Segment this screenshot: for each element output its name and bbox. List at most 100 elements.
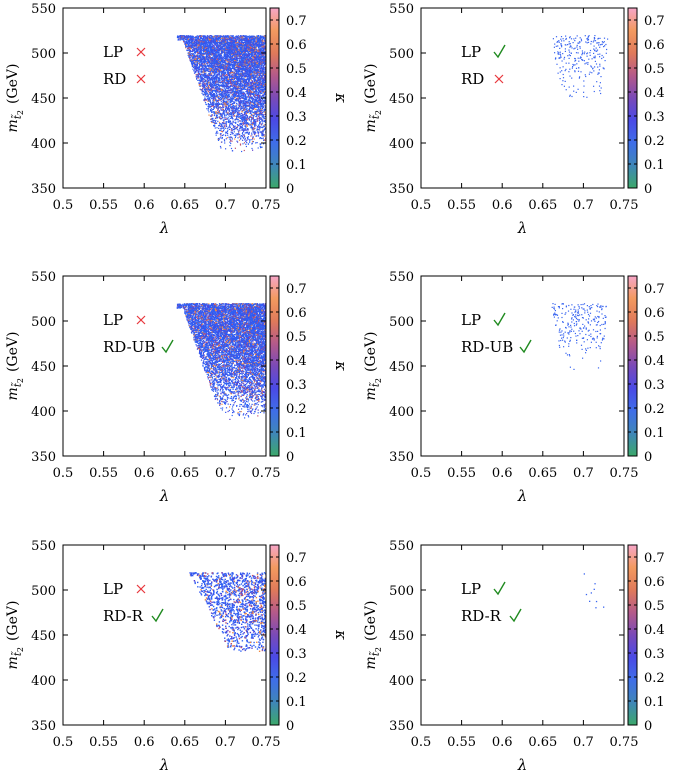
data-point — [243, 55, 246, 57]
data-point — [251, 134, 253, 136]
data-point — [235, 69, 237, 71]
data-point — [229, 85, 232, 87]
data-point — [223, 71, 225, 73]
data-point — [253, 83, 255, 85]
data-point — [207, 80, 209, 82]
data-point — [203, 85, 205, 87]
data-point — [214, 99, 216, 101]
data-point — [250, 86, 252, 88]
data-point — [239, 72, 241, 74]
data-point — [214, 44, 216, 46]
data-point — [186, 49, 188, 51]
data-point — [231, 46, 233, 48]
data-point — [212, 74, 215, 77]
data-point — [242, 134, 244, 136]
data-point — [261, 54, 263, 56]
data-point — [226, 131, 228, 133]
data-point — [226, 81, 229, 83]
data-point — [233, 76, 235, 78]
data-point — [191, 44, 193, 46]
data-point — [230, 40, 232, 42]
data-point — [254, 93, 256, 95]
data-point — [237, 35, 240, 37]
data-point — [245, 81, 247, 84]
data-point — [248, 92, 250, 94]
data-point — [264, 109, 266, 111]
data-point — [250, 116, 252, 118]
data-point — [225, 86, 227, 88]
data-point — [247, 89, 249, 91]
data-point — [234, 63, 236, 65]
data-point — [222, 103, 224, 105]
data-point — [232, 83, 234, 85]
data-point — [220, 45, 223, 47]
data-point — [215, 115, 217, 117]
data-point — [261, 100, 263, 102]
data-point — [234, 96, 236, 99]
data-point — [246, 88, 248, 90]
data-point — [235, 56, 237, 59]
data-point — [206, 99, 208, 101]
data-point — [240, 82, 242, 84]
data-point — [219, 90, 221, 93]
data-point — [215, 44, 217, 46]
data-point — [240, 49, 242, 51]
data-point — [256, 129, 258, 131]
data-point — [199, 35, 201, 37]
data-point — [253, 127, 255, 129]
data-point — [233, 50, 235, 52]
data-point — [236, 112, 239, 114]
data-point — [213, 96, 215, 98]
data-point — [207, 55, 209, 57]
data-point — [229, 133, 232, 136]
data-point — [195, 66, 197, 68]
data-point — [246, 70, 248, 73]
data-point — [248, 65, 250, 67]
data-point — [189, 46, 191, 48]
data-point — [191, 61, 193, 63]
data-point — [234, 41, 236, 43]
data-point — [242, 87, 244, 89]
data-point — [252, 149, 254, 151]
data-point — [236, 116, 238, 118]
data-point — [196, 75, 198, 77]
data-point — [258, 95, 260, 98]
data-point — [266, 39, 267, 40]
data-point — [237, 130, 239, 132]
data-point — [230, 89, 232, 91]
data-point — [204, 75, 206, 77]
data-point — [244, 135, 246, 137]
data-point — [225, 116, 227, 118]
data-point — [263, 72, 265, 74]
data-point — [246, 93, 248, 95]
data-point — [232, 111, 234, 113]
data-point — [241, 129, 243, 131]
data-point — [205, 42, 207, 44]
data-point — [208, 87, 210, 89]
data-point — [215, 104, 217, 106]
data-point — [227, 94, 230, 97]
data-point — [221, 97, 223, 99]
data-point — [246, 117, 248, 119]
data-point — [229, 141, 231, 143]
data-point — [246, 92, 248, 94]
data-point — [260, 92, 262, 94]
data-point — [240, 87, 242, 89]
data-point — [225, 49, 227, 52]
data-point — [219, 97, 222, 99]
data-point — [197, 45, 199, 47]
data-point — [263, 111, 265, 113]
data-point — [258, 115, 260, 117]
data-point — [246, 139, 248, 141]
data-point — [241, 101, 243, 103]
data-point — [235, 133, 237, 135]
data-point — [184, 43, 186, 45]
data-point — [248, 41, 250, 43]
data-point — [214, 124, 216, 126]
data-point — [190, 55, 192, 57]
data-point — [250, 42, 252, 44]
data-point — [227, 103, 229, 105]
data-point — [228, 91, 230, 93]
data-point — [190, 40, 192, 42]
data-point — [215, 78, 217, 80]
